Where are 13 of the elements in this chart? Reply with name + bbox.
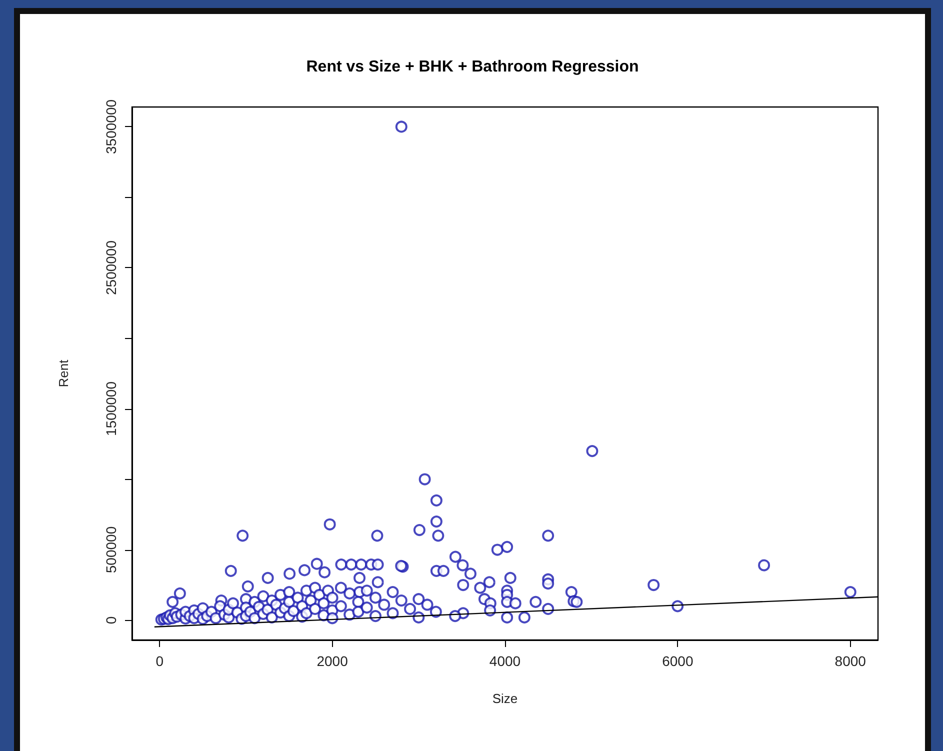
y-tick-label: 1500000 (103, 381, 119, 436)
x-tick-label: 6000 (662, 653, 694, 669)
x-tick-label: 2000 (316, 653, 348, 669)
x-tick-label: 4000 (489, 653, 521, 669)
y-tick-label: 500000 (103, 526, 119, 574)
x-tick-label: 0 (156, 653, 164, 669)
x-tick-label: 8000 (834, 653, 866, 669)
y-axis-title: Rent (56, 359, 71, 388)
chart-title: Rent vs Size + BHK + Bathroom Regression (306, 58, 639, 76)
y-tick-label: 0 (103, 616, 119, 624)
y-tick-label: 3500000 (103, 99, 119, 154)
x-axis-title: Size (492, 691, 518, 706)
y-tick-label: 2500000 (103, 240, 119, 296)
